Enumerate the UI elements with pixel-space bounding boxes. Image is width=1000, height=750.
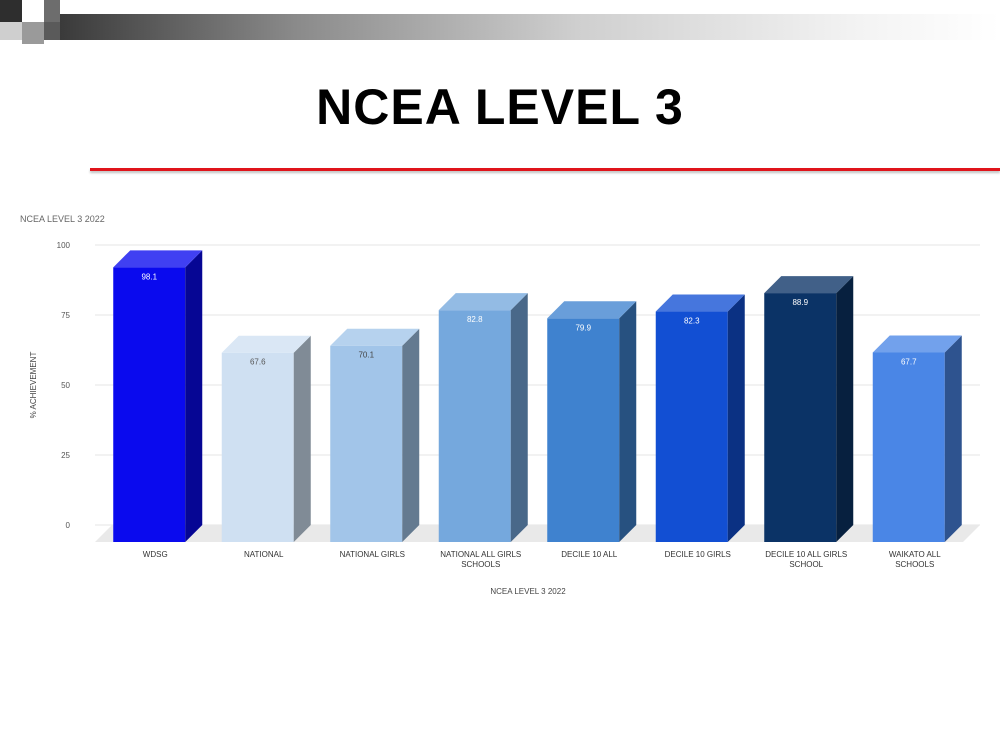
y-tick-label: 25 [61,451,70,460]
title-underline [90,168,1000,171]
bar-top [438,293,528,311]
bar-top [330,328,420,346]
y-tick-label: 75 [61,311,70,320]
bar-top [547,301,637,319]
bar-top [113,250,203,268]
bar [547,318,620,542]
bar [330,345,403,542]
bar [872,352,945,542]
data-label: 70.1 [358,351,374,360]
bar-side [944,335,962,542]
x-tick-label: DECILE 10 ALL GIRLS [765,550,847,559]
decor-square-grey [22,22,44,44]
bar-side [293,335,311,542]
x-tick-label: NATIONAL ALL GIRLS [440,550,521,559]
bar-side [402,328,420,542]
y-tick-label: 100 [57,241,71,250]
bar [655,311,728,542]
decor-square-light [0,22,22,40]
data-label: 98.1 [141,272,157,281]
bar-top [655,294,745,312]
data-label: 67.7 [901,357,917,366]
bar-side [185,250,203,542]
decor-square-dark [0,0,22,22]
y-tick-label: 50 [61,381,70,390]
y-axis-title: % ACHIEVEMENT [29,352,38,419]
x-tick-label: SCHOOL [789,560,823,569]
x-tick-label: NATIONAL GIRLS [340,550,405,559]
chart-title: NCEA LEVEL 3 2022 [20,214,105,224]
x-tick-label: WAIKATO ALL [889,550,941,559]
decor-square-mid [44,0,60,22]
bar-side [510,293,528,542]
x-tick-label: NATIONAL [244,550,284,559]
data-label: 79.9 [575,323,591,332]
bar-side [619,301,637,542]
bar [764,293,837,542]
bar [221,352,294,542]
x-axis-title: NCEA LEVEL 3 2022 [490,587,566,596]
x-tick-label: DECILE 10 GIRLS [665,550,731,559]
data-label: 82.8 [467,315,483,324]
x-tick-label: DECILE 10 ALL [561,550,618,559]
y-tick-label: 0 [66,521,71,530]
slide-title: NCEA LEVEL 3 [316,79,684,135]
data-label: 88.9 [792,298,808,307]
bar [113,267,186,542]
bar-top [764,276,854,294]
decor-square-small [44,22,60,40]
data-label: 82.3 [684,317,700,326]
bar-side [836,276,854,542]
header-gradient-bar [60,14,1000,40]
x-tick-label: SCHOOLS [461,560,500,569]
bar-side [727,294,745,542]
x-tick-label: WDSG [143,550,168,559]
data-label: 67.6 [250,358,266,367]
x-tick-label: SCHOOLS [895,560,934,569]
bar [438,310,511,542]
bar-top [872,335,962,353]
bar-top [221,335,311,353]
chart-floor [95,525,980,542]
